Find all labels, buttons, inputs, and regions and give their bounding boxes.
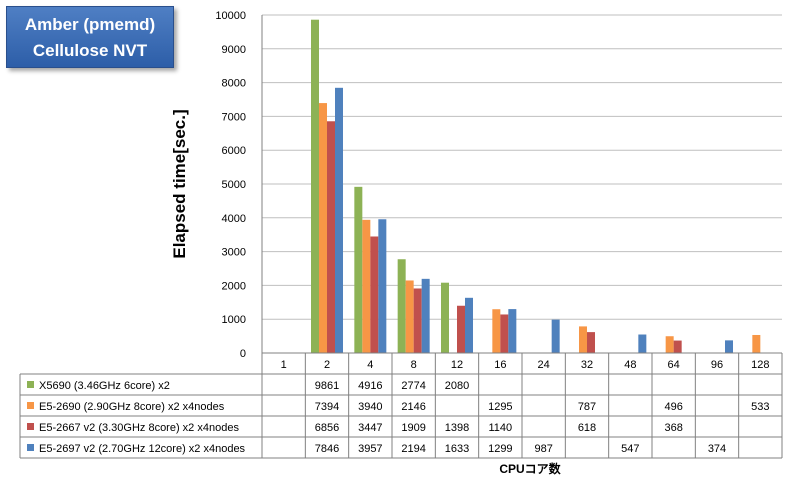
bar [457, 305, 465, 353]
y-axis-label: Elapsed time[sec.] [170, 109, 189, 259]
bar [311, 19, 319, 353]
data-label: 618 [578, 422, 596, 434]
data-label: 987 [534, 443, 552, 455]
legend-swatch [27, 402, 34, 409]
legend-swatch [27, 381, 34, 388]
y-tick-label: 9000 [222, 44, 246, 56]
y-tick-label: 1000 [222, 314, 246, 326]
data-label: 6856 [315, 422, 339, 434]
bar [319, 103, 327, 354]
legend-entry: E5-2667 v2 (3.30GHz 8core) x2 x4nodes [39, 422, 239, 434]
data-label: 368 [664, 422, 682, 434]
bar [665, 336, 674, 353]
data-label: 547 [621, 443, 639, 455]
legend-entry: X5690 (3.46GHz 6core) x2 [39, 380, 170, 392]
data-label: 1140 [489, 422, 513, 434]
x-tick-label: 16 [494, 359, 506, 371]
data-label: 496 [664, 401, 682, 413]
x-tick-label: 24 [538, 359, 550, 371]
data-label: 1909 [401, 422, 425, 434]
bar [378, 219, 387, 353]
data-label: 2774 [401, 380, 425, 392]
x-axis-label: CPUコア数 [499, 462, 561, 476]
bar [413, 288, 422, 353]
y-tick-label: 8000 [222, 78, 246, 90]
x-tick-label: 12 [451, 359, 463, 371]
bar [500, 314, 509, 353]
data-label: 787 [578, 401, 596, 413]
legend-swatch [27, 423, 34, 430]
bar [441, 282, 449, 353]
bar [752, 334, 761, 353]
data-label: 3957 [358, 443, 382, 455]
data-label: 3447 [358, 422, 382, 434]
data-label: 1299 [488, 443, 512, 455]
data-label: 3940 [358, 401, 382, 413]
chart-title-line1: Amber (pmemd) [24, 15, 156, 34]
x-tick-label: 4 [367, 359, 373, 371]
x-tick-label: 32 [581, 359, 593, 371]
bar [405, 280, 414, 353]
x-tick-label: 128 [751, 359, 769, 371]
data-label: 1295 [488, 401, 512, 413]
bar [587, 332, 595, 353]
y-tick-label: 5000 [222, 179, 246, 191]
y-tick-label: 2000 [222, 280, 246, 292]
x-tick-label: 8 [411, 359, 417, 371]
data-label: 1398 [445, 422, 469, 434]
legend-entry: E5-2697 v2 (2.70GHz 12core) x2 x4nodes [39, 443, 246, 455]
y-tick-label: 0 [240, 348, 246, 360]
y-tick-label: 7000 [222, 111, 246, 123]
bar [354, 186, 363, 353]
bar [327, 121, 335, 353]
bar [638, 334, 647, 353]
data-label: 2194 [401, 443, 425, 455]
bar [421, 278, 430, 353]
data-label: 2080 [445, 380, 469, 392]
data-label: 4916 [358, 380, 382, 392]
x-tick-label: 64 [668, 359, 680, 371]
bar [508, 309, 517, 353]
data-label: 374 [708, 443, 726, 455]
y-tick-label: 6000 [222, 145, 246, 157]
data-label: 7846 [315, 443, 339, 455]
data-label: 7394 [315, 401, 339, 413]
bar [335, 87, 343, 353]
chart-title-line2: Cellulose NVT [32, 41, 148, 60]
legend-entry: E5-2690 (2.90GHz 8core) x2 x4nodes [39, 401, 225, 413]
x-tick-label: 1 [281, 359, 287, 371]
bar [673, 340, 682, 353]
y-tick-label: 3000 [222, 247, 246, 259]
x-tick-label: 48 [624, 359, 636, 371]
y-tick-label: 10000 [215, 10, 246, 22]
data-label: 533 [751, 401, 769, 413]
bar [551, 319, 560, 353]
data-label: 9861 [315, 380, 339, 392]
data-label: 1633 [445, 443, 469, 455]
bar [397, 259, 406, 353]
bar [579, 326, 587, 353]
chart-title-box: Amber (pmemd) Cellulose NVT [6, 6, 174, 68]
data-label: 2146 [401, 401, 425, 413]
bar [370, 236, 379, 353]
y-tick-label: 4000 [222, 213, 246, 225]
bar [465, 297, 473, 353]
legend-swatch [27, 444, 34, 451]
bar [725, 340, 733, 353]
x-tick-label: 2 [324, 359, 330, 371]
x-tick-label: 96 [711, 359, 723, 371]
bar [492, 309, 501, 353]
bar [362, 219, 371, 353]
